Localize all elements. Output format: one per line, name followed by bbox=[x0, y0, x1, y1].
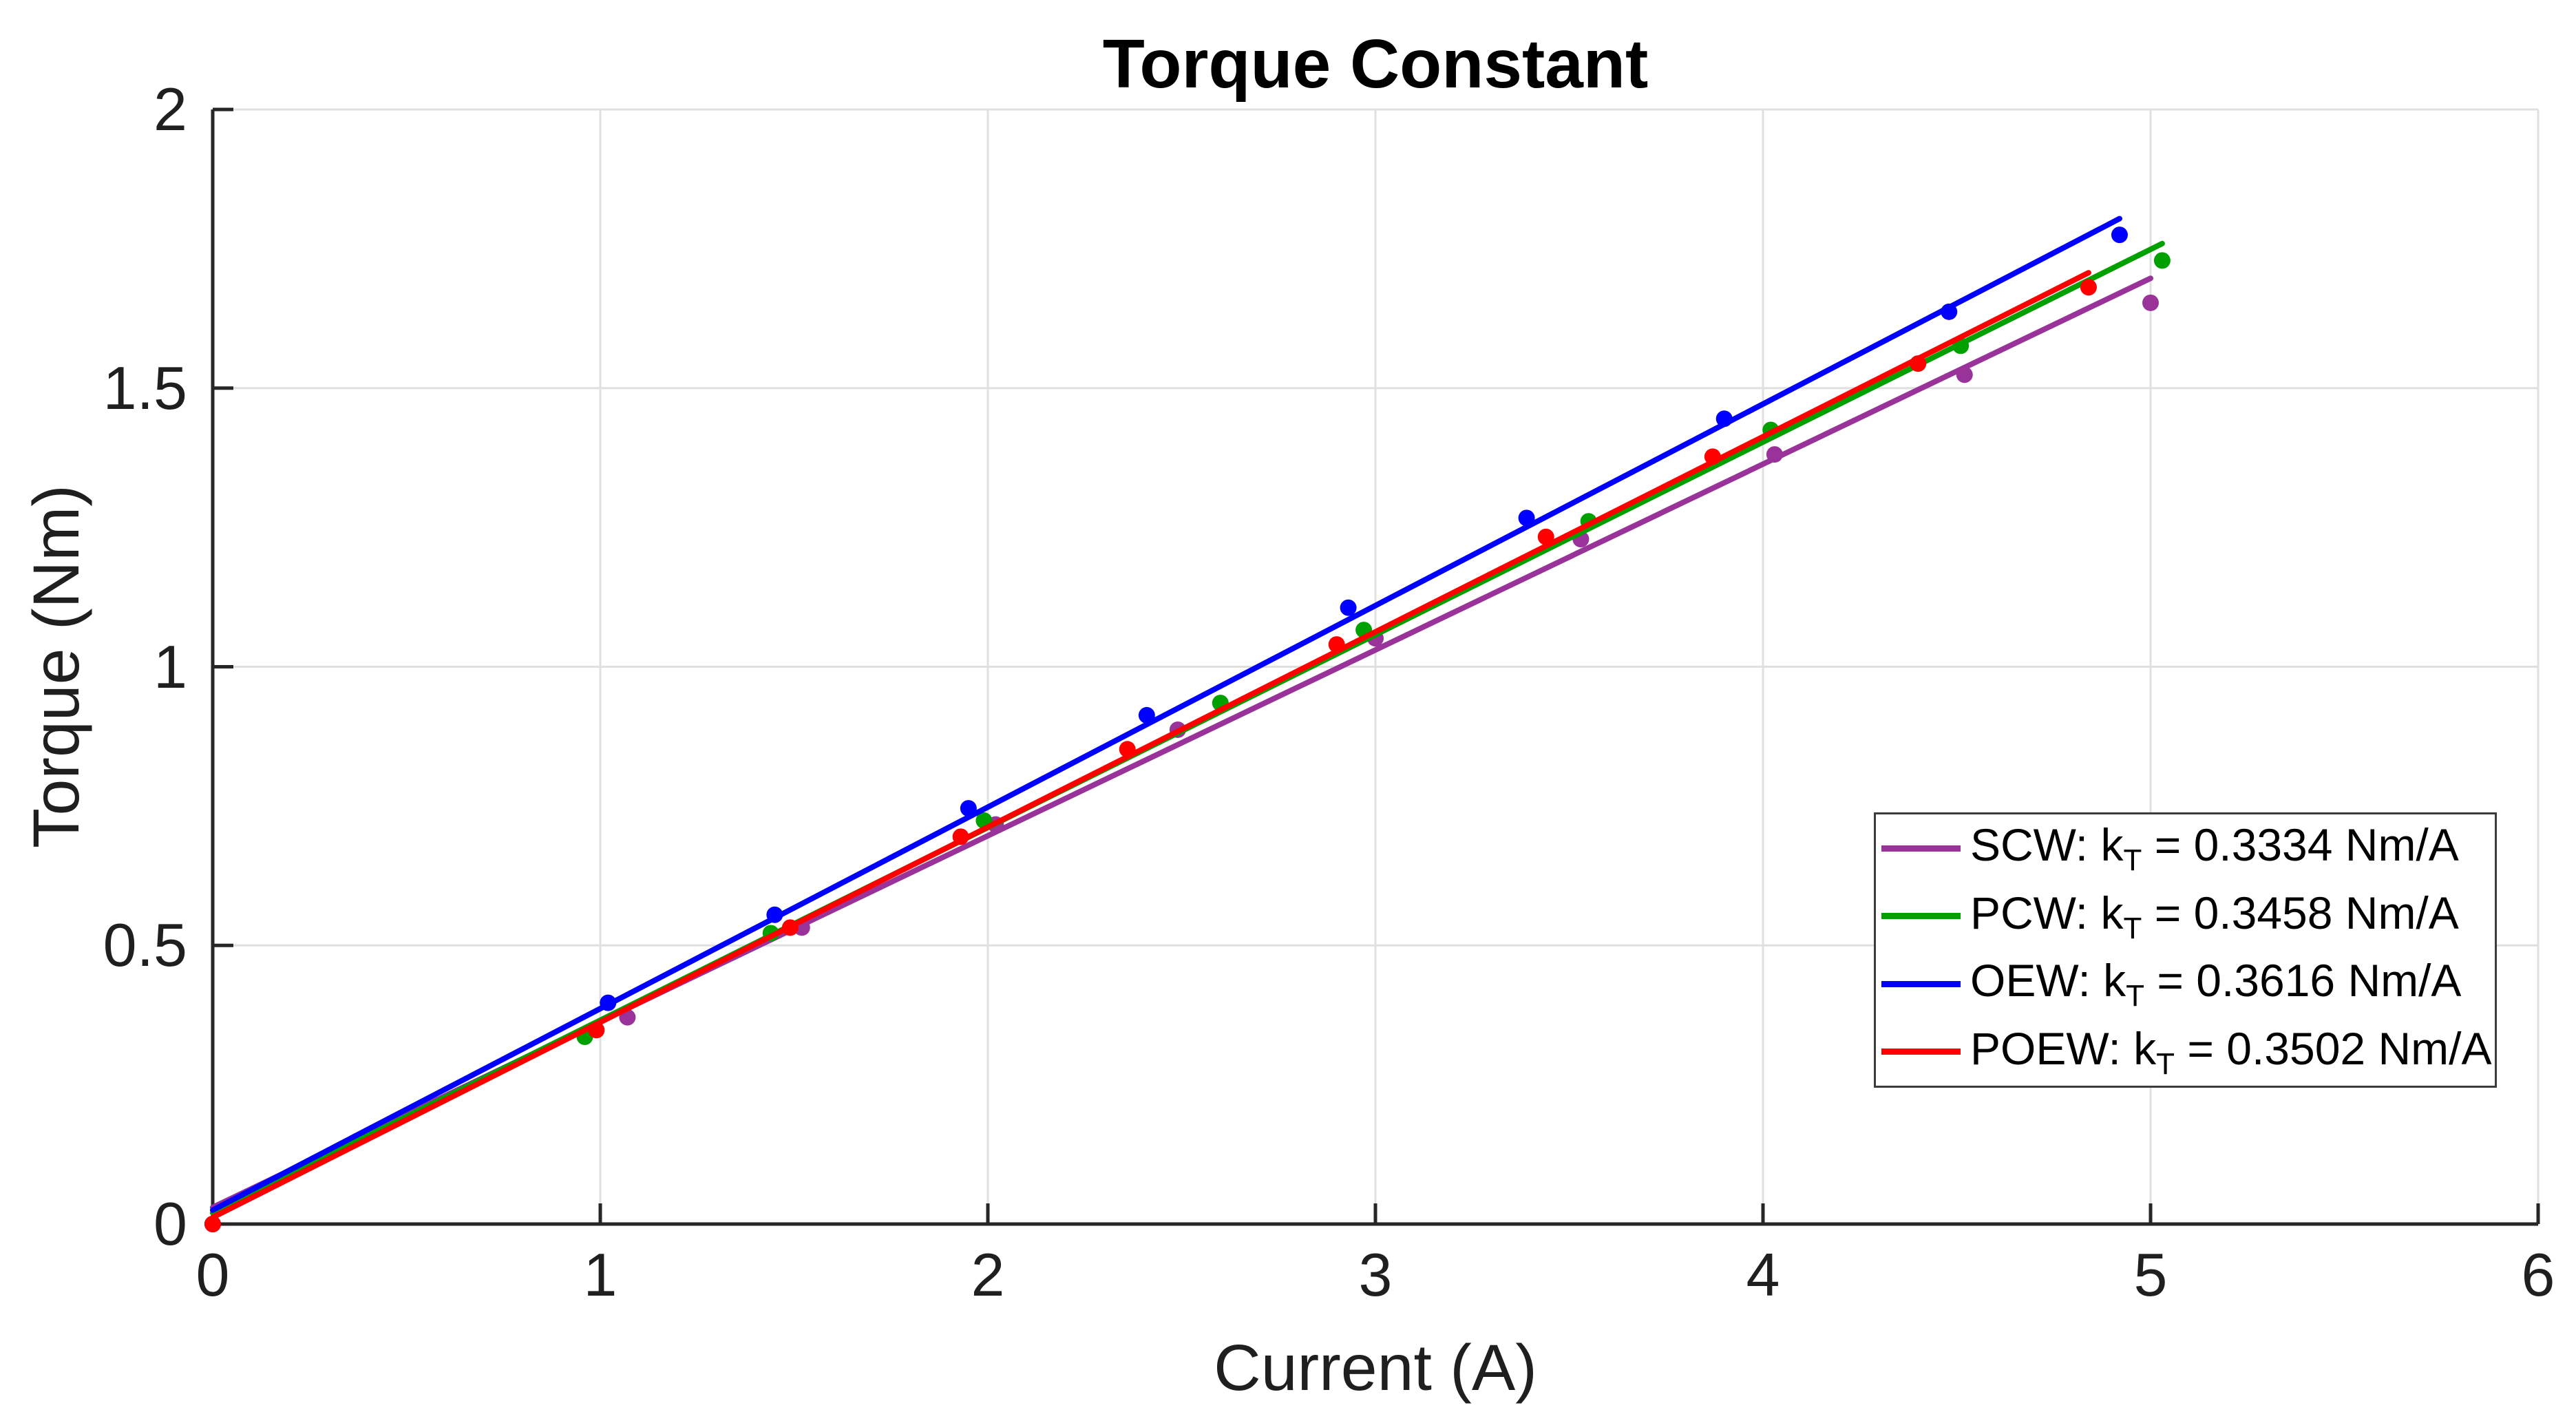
x-tick-label-4: 4 bbox=[1746, 1241, 1780, 1309]
x-axis-label: Current (A) bbox=[1214, 1331, 1537, 1404]
x-tick-label-2: 2 bbox=[971, 1241, 1005, 1309]
fit-line-POEW bbox=[210, 270, 2091, 1221]
legend-label-SCW: SCW: kT = 0.3334 Nm/A bbox=[1970, 819, 2459, 878]
legend: SCW: kT = 0.3334 Nm/A PCW: kT = 0.3458 Nm… bbox=[1874, 812, 2497, 1088]
data-point-OEW bbox=[1715, 410, 1733, 428]
y-tick-label-0.5: 0.5 bbox=[103, 911, 187, 980]
y-axis-label: Torque (Nm) bbox=[20, 485, 93, 848]
data-point-POEW bbox=[2080, 279, 2097, 296]
legend-swatch-SCW bbox=[1881, 845, 1961, 852]
data-point-POEW bbox=[1910, 355, 1927, 372]
legend-label-OEW: OEW: kT = 0.3616 Nm/A bbox=[1970, 955, 2462, 1013]
data-point-OEW bbox=[2111, 226, 2128, 244]
data-point-POEW bbox=[204, 1216, 221, 1232]
data-point-POEW bbox=[1119, 741, 1136, 758]
data-point-POEW bbox=[1704, 448, 1721, 465]
chart-title: Torque Constant bbox=[1102, 25, 1649, 103]
data-point-OEW bbox=[1518, 509, 1535, 527]
data-point-OEW bbox=[600, 994, 617, 1011]
legend-swatch-POEW bbox=[1881, 1049, 1961, 1055]
legend-label-POEW: POEW: kT = 0.3502 Nm/A bbox=[1970, 1022, 2492, 1081]
legend-label-PCW: PCW: kT = 0.3458 Nm/A bbox=[1970, 887, 2459, 945]
data-point-SCW bbox=[2142, 294, 2159, 311]
data-point-POEW bbox=[1328, 636, 1345, 653]
legend-swatch-PCW bbox=[1881, 913, 1961, 920]
x-tick-label-1: 1 bbox=[583, 1241, 617, 1309]
data-point-OEW bbox=[1138, 706, 1155, 724]
fit-line-OEW bbox=[210, 215, 2122, 1213]
data-point-POEW bbox=[781, 919, 799, 936]
x-tick-label-5: 5 bbox=[2133, 1241, 2168, 1309]
data-point-PCW bbox=[2153, 252, 2171, 269]
data-point-OEW bbox=[766, 906, 783, 923]
legend-swatch-OEW bbox=[1881, 980, 1961, 987]
legend-item-PCW: PCW: kT = 0.3458 Nm/A bbox=[1876, 887, 2495, 946]
y-tick-label-2: 2 bbox=[154, 75, 187, 143]
y-tick-label-0: 0 bbox=[154, 1190, 187, 1258]
data-point-OEW bbox=[960, 800, 977, 817]
x-tick-label-0: 0 bbox=[196, 1241, 230, 1309]
data-point-POEW bbox=[952, 828, 969, 845]
data-point-POEW bbox=[1537, 528, 1554, 545]
legend-item-OEW: OEW: kT = 0.3616 Nm/A bbox=[1876, 954, 2495, 1013]
data-point-SCW bbox=[1766, 446, 1783, 463]
legend-item-POEW: POEW: kT = 0.3502 Nm/A bbox=[1876, 1022, 2495, 1082]
x-tick-label-6: 6 bbox=[2521, 1241, 2555, 1309]
data-point-SCW bbox=[1956, 366, 1973, 383]
legend-item-SCW: SCW: kT = 0.3334 Nm/A bbox=[1876, 819, 2495, 878]
y-tick-label-1: 1 bbox=[154, 632, 187, 701]
x-tick-label-3: 3 bbox=[1358, 1241, 1393, 1309]
y-tick-label-1.5: 1.5 bbox=[103, 353, 187, 422]
data-point-OEW bbox=[1941, 303, 1958, 320]
data-point-POEW bbox=[588, 1022, 605, 1039]
data-point-OEW bbox=[1340, 599, 1357, 616]
